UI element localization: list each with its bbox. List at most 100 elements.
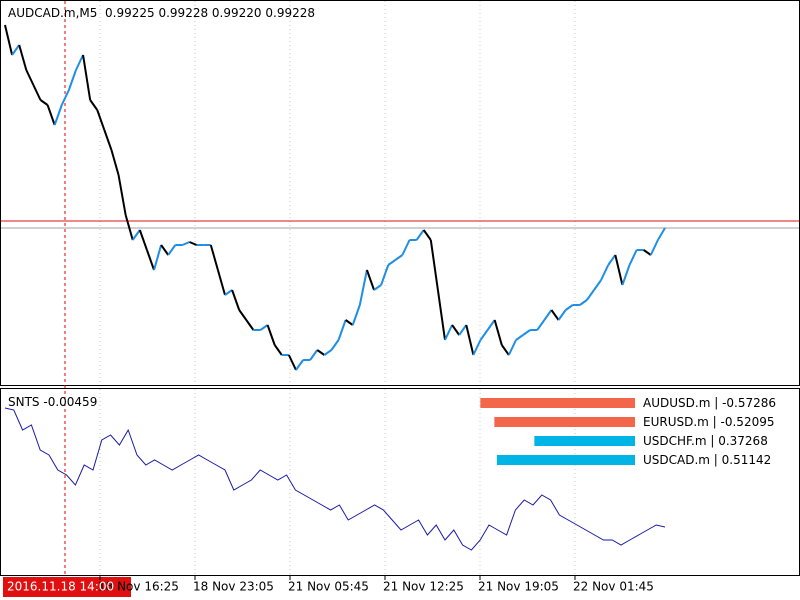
price-segment	[89, 99, 99, 111]
indicator-line	[4, 407, 666, 551]
price-segment	[479, 329, 489, 341]
price-segment	[643, 249, 652, 256]
price-segment	[451, 324, 461, 336]
price-segment	[600, 264, 610, 281]
price-segment	[287, 354, 297, 371]
price-segment	[216, 269, 226, 296]
price-segment	[245, 319, 255, 331]
price-segment	[323, 349, 333, 356]
price-segment	[11, 44, 21, 56]
price-segment	[628, 249, 638, 266]
indicator-value: -0.00459	[43, 395, 97, 409]
price-segment	[586, 289, 595, 301]
correlation-value: 0.37268	[718, 434, 768, 448]
price-segment	[458, 324, 468, 336]
price-segment	[316, 349, 325, 356]
price-segment	[96, 109, 106, 131]
price-segment	[401, 239, 411, 256]
correlation-bar	[534, 436, 635, 446]
price-segment	[500, 344, 510, 356]
price-segment	[550, 309, 560, 321]
price-segment	[522, 329, 531, 336]
pair-name: USDCAD.m	[643, 453, 710, 467]
price-segment	[167, 244, 177, 256]
correlation-bar	[496, 455, 635, 465]
price-segment	[145, 249, 155, 271]
price-segment	[515, 334, 524, 341]
price-segment	[67, 69, 77, 91]
ohlc-value: 0.99220	[212, 6, 262, 20]
correlation-label: AUDUSD.m | -0.57286	[643, 396, 776, 410]
price-segment	[18, 44, 28, 71]
price-segment	[4, 24, 14, 56]
price-segment	[614, 254, 624, 286]
price-segment	[53, 104, 63, 126]
price-segment	[493, 319, 503, 346]
price-segment	[607, 254, 617, 266]
time-label: 18 Nov 16:25	[98, 580, 179, 594]
price-segment	[472, 339, 482, 356]
price-segment	[238, 309, 248, 321]
price-segment	[25, 69, 35, 86]
price-segment	[543, 309, 553, 321]
cursor-time-label: 2016.11.18 14:00	[7, 580, 114, 594]
price-segment	[415, 229, 425, 241]
correlation-bar	[494, 417, 635, 427]
price-segment	[436, 289, 446, 341]
ohlc-value: 0.99225	[105, 6, 155, 20]
pair-name: AUDUSD.m	[643, 396, 710, 410]
price-segment	[649, 239, 659, 256]
price-segment	[557, 309, 567, 321]
price-segment	[337, 319, 347, 341]
time-label: 18 Nov 23:05	[193, 580, 274, 594]
price-segment	[189, 241, 198, 246]
pair-name: EURUSD.m	[643, 415, 709, 429]
correlation-value: 0.51142	[722, 453, 772, 467]
price-segment	[273, 344, 283, 356]
price-segment	[259, 324, 269, 331]
price-segment	[358, 269, 368, 306]
price-segment	[565, 304, 574, 311]
indicator-header: SNTS -0.00459	[8, 395, 97, 409]
price-segment	[536, 319, 546, 331]
price-segment	[117, 174, 127, 216]
price-segment	[345, 319, 354, 326]
price-segment	[387, 259, 396, 266]
time-label: 21 Nov 12:25	[383, 580, 464, 594]
price-segment	[309, 349, 319, 361]
price-segment	[103, 129, 113, 151]
chart-header: AUDCAD.m,M5 0.99225 0.99228 0.99220 0.99…	[8, 6, 315, 20]
price-segment	[657, 227, 666, 241]
price-segment	[153, 244, 163, 271]
symbol: AUDCAD.m,M5	[8, 6, 97, 20]
time-label: 21 Nov 19:05	[478, 580, 559, 594]
correlation-label: EURUSD.m | -0.52095	[643, 415, 774, 429]
price-segment	[110, 149, 120, 176]
time-label: 22 Nov 01:45	[573, 580, 654, 594]
price-segment	[429, 239, 439, 291]
price-segment	[32, 84, 42, 101]
price-segment	[351, 304, 361, 326]
price-segment	[224, 289, 233, 296]
price-segment	[579, 299, 588, 306]
price-segment	[131, 229, 141, 241]
ohlc-value: 0.99228	[158, 6, 208, 20]
price-segment	[394, 254, 403, 261]
price-segment	[422, 229, 432, 241]
indicator-name: SNTS	[8, 395, 40, 409]
price-segment	[507, 339, 517, 356]
correlation-label: USDCHF.m | 0.37268	[643, 434, 768, 448]
price-segment	[46, 104, 56, 126]
correlation-bar	[480, 398, 635, 408]
price-segment	[621, 264, 631, 286]
ohlc-value: 0.99228	[265, 6, 315, 20]
price-segment	[209, 244, 219, 271]
price-segment	[465, 324, 475, 356]
price-segment	[39, 99, 49, 106]
price-segment	[160, 244, 170, 256]
correlation-label: USDCAD.m | 0.51142	[643, 453, 771, 467]
price-segment	[82, 54, 92, 101]
price-segment	[365, 269, 375, 291]
